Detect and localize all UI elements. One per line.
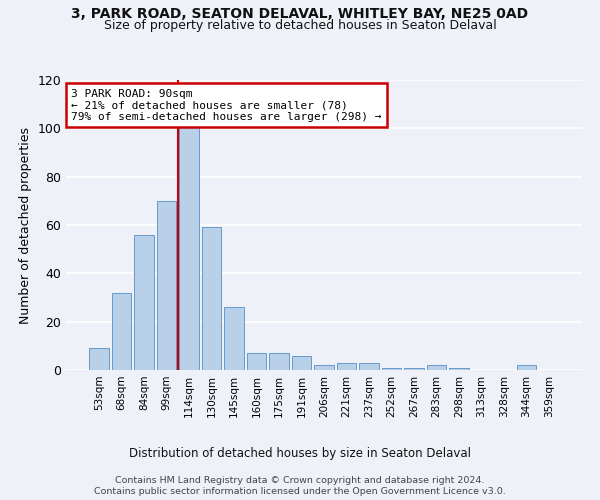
Bar — [359, 363, 379, 370]
Text: 3, PARK ROAD, SEATON DELAVAL, WHITLEY BAY, NE25 0AD: 3, PARK ROAD, SEATON DELAVAL, WHITLEY BA… — [71, 8, 529, 22]
Text: Contains public sector information licensed under the Open Government Licence v3: Contains public sector information licen… — [94, 488, 506, 496]
Text: Contains HM Land Registry data © Crown copyright and database right 2024.: Contains HM Land Registry data © Crown c… — [115, 476, 485, 485]
Bar — [247, 353, 266, 370]
Bar — [314, 365, 334, 370]
Bar — [269, 353, 289, 370]
Bar — [134, 234, 154, 370]
Bar — [224, 307, 244, 370]
Bar — [202, 228, 221, 370]
Bar — [112, 292, 131, 370]
Bar — [179, 126, 199, 370]
Bar — [427, 365, 446, 370]
Text: Size of property relative to detached houses in Seaton Delaval: Size of property relative to detached ho… — [104, 18, 496, 32]
Bar — [382, 368, 401, 370]
Y-axis label: Number of detached properties: Number of detached properties — [19, 126, 32, 324]
Bar — [89, 348, 109, 370]
Bar — [517, 365, 536, 370]
Bar — [157, 201, 176, 370]
Text: Distribution of detached houses by size in Seaton Delaval: Distribution of detached houses by size … — [129, 448, 471, 460]
Bar — [404, 368, 424, 370]
Text: 3 PARK ROAD: 90sqm
← 21% of detached houses are smaller (78)
79% of semi-detache: 3 PARK ROAD: 90sqm ← 21% of detached hou… — [71, 88, 382, 122]
Bar — [449, 368, 469, 370]
Bar — [337, 363, 356, 370]
Bar — [292, 356, 311, 370]
